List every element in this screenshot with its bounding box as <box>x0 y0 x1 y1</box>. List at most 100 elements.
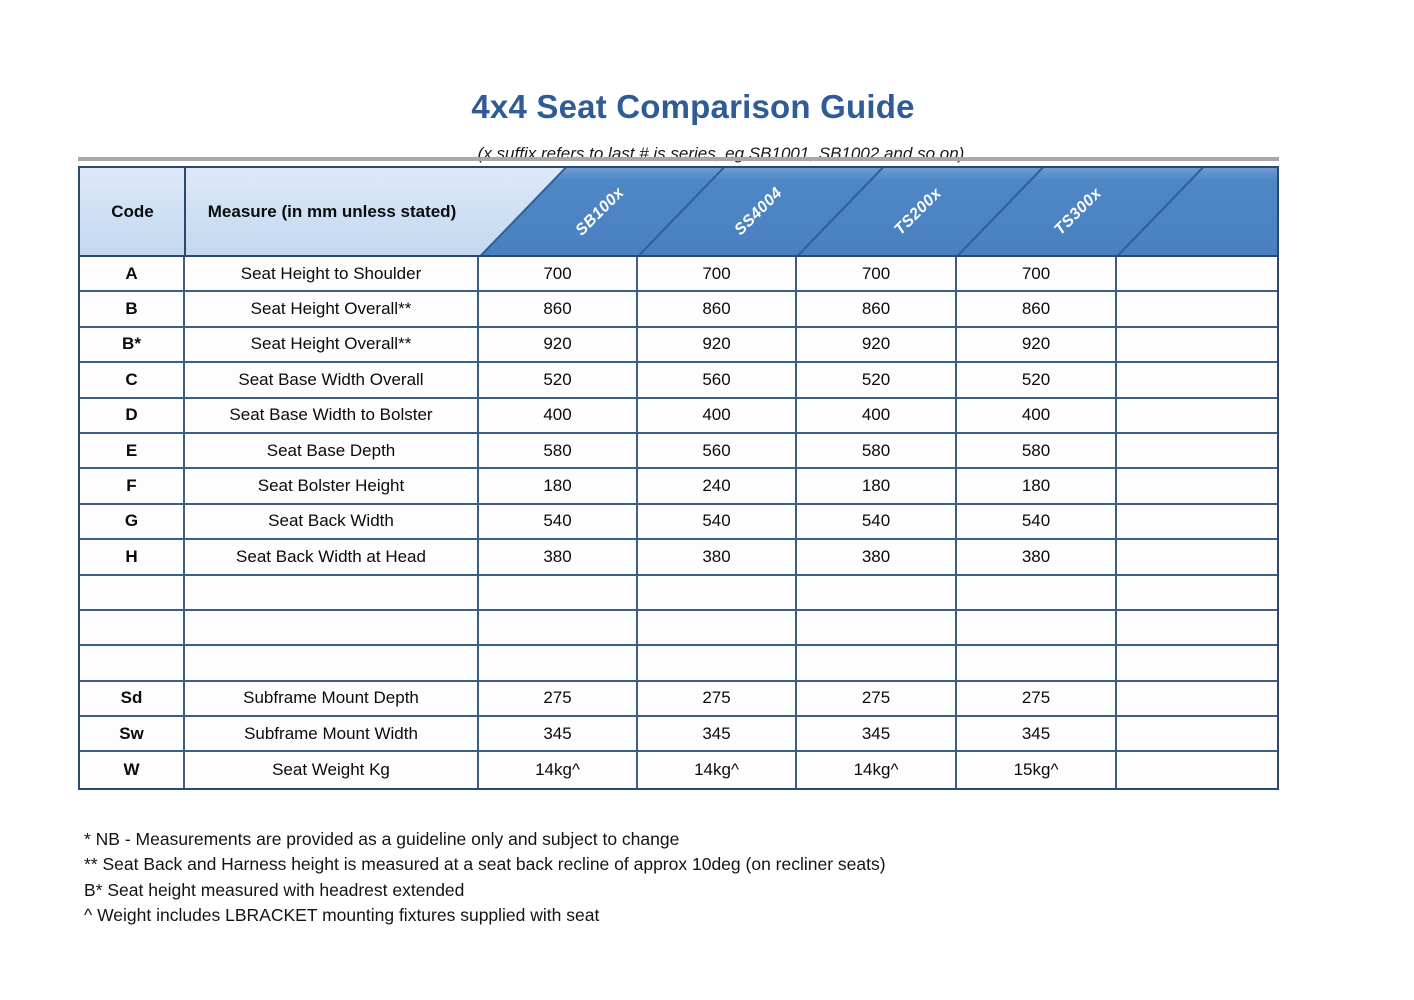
row-empty-cell <box>1117 398 1277 432</box>
row-value <box>638 646 797 680</box>
footnote-line: ** Seat Back and Harness height is measu… <box>84 854 886 875</box>
row-measure: Subframe Mount Width <box>185 717 479 751</box>
row-empty-cell <box>1117 610 1277 645</box>
row-value: 700 <box>638 257 797 291</box>
table-row <box>80 575 1277 611</box>
table-row: A Seat Height to Shoulder 700 700 700 700 <box>80 257 1277 293</box>
row-value: 14kg^ <box>797 752 957 788</box>
table-row: H Seat Back Width at Head 380 380 380 380 <box>80 540 1277 576</box>
row-value: 180 <box>797 469 957 503</box>
row-value: 920 <box>638 327 797 362</box>
table-top-rule <box>78 157 1279 161</box>
table-row: B* Seat Height Overall** 920 920 920 920 <box>80 327 1277 364</box>
code-column-header: Code <box>111 201 154 221</box>
row-code: Sw <box>80 717 185 751</box>
row-value: 540 <box>957 504 1117 539</box>
row-value: 345 <box>479 717 638 751</box>
row-value: 860 <box>797 292 957 326</box>
row-value <box>957 610 1117 645</box>
row-measure: Seat Back Width <box>185 504 479 539</box>
data-grid: A Seat Height to Shoulder 700 700 700 700 B Sea… <box>78 257 1279 790</box>
row-empty-cell <box>1117 717 1277 751</box>
row-empty-cell <box>1117 504 1277 539</box>
row-value: 275 <box>797 681 957 716</box>
row-value: 580 <box>957 433 1117 468</box>
row-value: 345 <box>957 717 1117 751</box>
table-header-row: Code Measure (in mm unless stated) SB100… <box>78 166 1279 257</box>
row-value: 400 <box>479 398 638 432</box>
product-column-label: TS300x <box>1051 184 1106 239</box>
table-row: B Seat Height Overall** 860 860 860 860 <box>80 292 1277 328</box>
row-empty-cell <box>1117 292 1277 326</box>
header-divider <box>184 168 186 255</box>
row-value: 380 <box>797 540 957 574</box>
row-value: 540 <box>638 504 797 539</box>
row-value <box>479 610 638 645</box>
table-row: Sw Subframe Mount Width 345 345 345 345 <box>80 717 1277 753</box>
row-value: 920 <box>479 327 638 362</box>
row-empty-cell <box>1117 257 1277 291</box>
row-measure <box>185 575 479 609</box>
row-code: W <box>80 752 185 788</box>
row-empty-cell <box>1117 575 1277 609</box>
row-code: B* <box>80 327 185 362</box>
row-value: 520 <box>957 363 1117 397</box>
row-code <box>80 610 185 645</box>
row-measure: Seat Base Width to Bolster <box>185 398 479 432</box>
table-row: C Seat Base Width Overall 520 560 520 520 <box>80 363 1277 399</box>
row-empty-cell <box>1117 646 1277 680</box>
row-value: 345 <box>797 717 957 751</box>
row-code <box>80 646 185 680</box>
table-row <box>80 610 1277 647</box>
header-diagonal-divider <box>797 168 886 255</box>
table-row: Sd Subframe Mount Depth 275 275 275 275 <box>80 681 1277 718</box>
row-value: 540 <box>797 504 957 539</box>
row-value: 700 <box>797 257 957 291</box>
row-value: 180 <box>957 469 1117 503</box>
row-empty-cell <box>1117 469 1277 503</box>
row-value <box>479 575 638 609</box>
row-value: 400 <box>638 398 797 432</box>
row-value: 240 <box>638 469 797 503</box>
header-diagonal-divider <box>957 168 1046 255</box>
row-value: 380 <box>957 540 1117 574</box>
row-code: D <box>80 398 185 432</box>
footnote-line: ^ Weight includes LBRACKET mounting fixt… <box>84 905 600 926</box>
row-measure: Seat Height to Shoulder <box>185 257 479 291</box>
measure-column-header: Measure (in mm unless stated) <box>207 201 457 221</box>
table-row: D Seat Base Width to Bolster 400 400 400 400 <box>80 398 1277 434</box>
row-value <box>957 646 1117 680</box>
row-empty-cell <box>1117 752 1277 788</box>
row-value: 275 <box>479 681 638 716</box>
comparison-table: Code Measure (in mm unless stated) SB100… <box>78 157 1279 790</box>
row-value: 520 <box>479 363 638 397</box>
row-code: C <box>80 363 185 397</box>
header-light-area <box>80 168 566 255</box>
row-value: 14kg^ <box>638 752 797 788</box>
row-value: 560 <box>638 433 797 468</box>
row-value <box>638 610 797 645</box>
row-value: 275 <box>638 681 797 716</box>
table-row: E Seat Base Depth 580 560 580 580 <box>80 433 1277 470</box>
footnote-line: * NB - Measurements are provided as a gu… <box>84 829 680 849</box>
row-value <box>638 575 797 609</box>
row-value <box>797 575 957 609</box>
row-measure: Seat Base Depth <box>185 433 479 468</box>
table-row <box>80 646 1277 682</box>
row-value: 345 <box>638 717 797 751</box>
row-measure: Seat Back Width at Head <box>185 540 479 574</box>
row-empty-cell <box>1117 327 1277 362</box>
row-value: 860 <box>957 292 1117 326</box>
row-value <box>479 646 638 680</box>
row-code: B <box>80 292 185 326</box>
row-value: 860 <box>638 292 797 326</box>
row-value: 15kg^ <box>957 752 1117 788</box>
row-measure: Subframe Mount Depth <box>185 681 479 716</box>
row-empty-cell <box>1117 433 1277 468</box>
footnote-line: B* Seat height measured with headrest ex… <box>84 879 465 900</box>
table-row: G Seat Back Width 540 540 540 540 <box>80 504 1277 541</box>
row-value: 275 <box>957 681 1117 716</box>
row-code <box>80 575 185 609</box>
row-code: H <box>80 540 185 574</box>
product-column-header: SS4004 <box>679 168 839 255</box>
